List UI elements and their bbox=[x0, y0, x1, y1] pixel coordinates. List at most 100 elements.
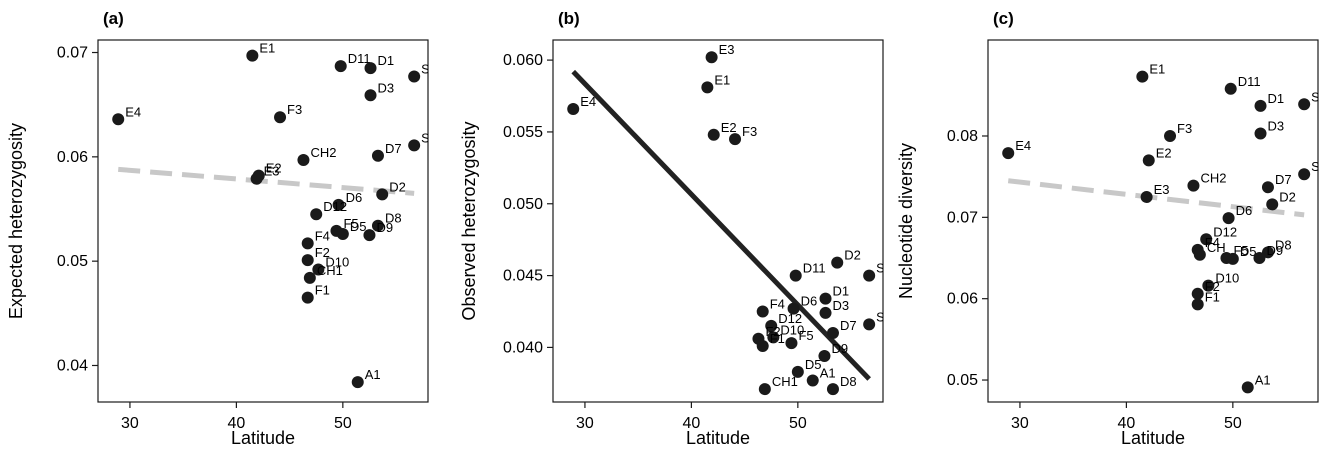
data-point bbox=[1136, 70, 1149, 83]
data-point-label: D8 bbox=[1275, 237, 1292, 252]
data-point-label: D7 bbox=[385, 141, 402, 156]
data-point-label: CH1 bbox=[317, 263, 343, 278]
data-point-label: F1 bbox=[315, 283, 330, 298]
data-point-label: D9 bbox=[376, 220, 393, 235]
data-point-label: D12 bbox=[778, 311, 802, 326]
data-point bbox=[1254, 99, 1267, 112]
data-point-label: D2 bbox=[844, 248, 861, 263]
data-point-label: CH2 bbox=[1200, 171, 1226, 186]
data-point bbox=[765, 319, 778, 332]
x-tick-label: 50 bbox=[334, 415, 352, 432]
x-tick-label: 30 bbox=[576, 415, 594, 432]
y-tick-label: 0.07 bbox=[947, 209, 978, 226]
y-tick-label: 0.06 bbox=[947, 291, 978, 308]
data-point bbox=[1224, 82, 1237, 95]
data-point-label: A1 bbox=[365, 367, 381, 382]
data-point bbox=[351, 376, 364, 389]
data-point-label: F4 bbox=[315, 228, 330, 243]
data-point-label: F5 bbox=[1233, 243, 1248, 258]
data-point bbox=[863, 318, 876, 331]
data-point-label: F1 bbox=[770, 331, 785, 346]
data-point bbox=[376, 188, 389, 201]
data-point bbox=[1261, 181, 1274, 194]
data-point bbox=[707, 128, 720, 141]
data-point bbox=[826, 383, 839, 396]
data-point bbox=[1202, 279, 1215, 292]
plot-frame bbox=[987, 39, 1319, 403]
data-point-label: F2 bbox=[765, 324, 780, 339]
data-point-label: D10 bbox=[325, 255, 349, 270]
y-tick-label: 0.060 bbox=[503, 52, 543, 69]
data-point-label: E4 bbox=[1015, 138, 1031, 153]
data-point bbox=[246, 49, 259, 62]
panel-c: (c) 30 40 50 0.05 0.06 0.07 0.08 Latitude Nucleot… bbox=[896, 9, 1320, 448]
data-point-label: E2 bbox=[266, 161, 282, 176]
data-point-label: E1 bbox=[259, 41, 275, 56]
data-point bbox=[831, 256, 844, 269]
trend-line bbox=[1007, 178, 1305, 218]
data-point bbox=[1241, 381, 1254, 394]
data-point bbox=[1266, 198, 1279, 211]
data-point-label: A1 bbox=[820, 365, 836, 380]
data-point-label: D5 bbox=[350, 219, 367, 234]
data-point bbox=[819, 292, 832, 305]
data-point-label: E4 bbox=[125, 104, 141, 119]
data-point-label: D1 bbox=[833, 284, 850, 299]
data-point bbox=[806, 374, 819, 387]
data-point-label: E4 bbox=[580, 94, 596, 109]
data-point bbox=[371, 219, 384, 232]
data-point bbox=[310, 208, 323, 221]
data-point-label: D6 bbox=[346, 190, 363, 205]
plot-frame bbox=[552, 39, 884, 403]
data-point bbox=[301, 237, 314, 250]
data-point bbox=[301, 291, 314, 304]
data-point-label: D8 bbox=[840, 374, 857, 389]
data-point-label: D9 bbox=[1266, 243, 1283, 258]
data-point bbox=[408, 139, 421, 152]
data-point-label: CH bbox=[1207, 240, 1226, 255]
data-point-label: D6 bbox=[1236, 203, 1253, 218]
data-point bbox=[705, 51, 718, 64]
data-point-label: S bbox=[1311, 159, 1320, 174]
data-point-label: D7 bbox=[840, 318, 857, 333]
data-point bbox=[1222, 212, 1235, 225]
data-point bbox=[729, 133, 742, 146]
data-point-label: S bbox=[876, 261, 885, 276]
data-point bbox=[826, 327, 839, 340]
x-tick-label: 30 bbox=[1011, 415, 1029, 432]
y-tick-label: 0.050 bbox=[503, 196, 543, 213]
data-point-label: F4 bbox=[1205, 235, 1220, 250]
data-point-label: F3 bbox=[742, 124, 757, 139]
data-point-label: D12 bbox=[1213, 224, 1237, 239]
data-point bbox=[767, 331, 780, 344]
data-point bbox=[364, 89, 377, 102]
x-axis-label: Latitude bbox=[1121, 428, 1185, 448]
panel-b: (b) 30 40 50 0.040 0.045 0.050 0.055 0.060 Latitu… bbox=[459, 9, 885, 448]
data-point bbox=[1191, 298, 1204, 311]
data-point bbox=[250, 172, 263, 185]
data-point bbox=[756, 305, 769, 318]
data-point-label: D2 bbox=[1279, 189, 1296, 204]
data-point bbox=[1226, 252, 1239, 265]
data-point bbox=[1200, 233, 1213, 246]
x-axis-label: Latitude bbox=[686, 428, 750, 448]
plot-frame bbox=[97, 39, 429, 403]
data-point bbox=[408, 70, 421, 83]
y-tick-label: 0.05 bbox=[57, 253, 88, 270]
trend-line bbox=[118, 166, 415, 196]
data-point-label: D10 bbox=[1215, 271, 1239, 286]
data-point-label: D12 bbox=[323, 199, 347, 214]
data-point bbox=[112, 113, 125, 126]
data-point-label: D10 bbox=[780, 322, 804, 337]
data-point bbox=[1298, 168, 1311, 181]
data-point bbox=[818, 350, 831, 363]
data-point-label: F2 bbox=[1205, 279, 1220, 294]
data-point bbox=[297, 153, 310, 166]
x-tick-label: 40 bbox=[1117, 415, 1135, 432]
data-point bbox=[363, 229, 376, 242]
data-point bbox=[1261, 246, 1274, 259]
